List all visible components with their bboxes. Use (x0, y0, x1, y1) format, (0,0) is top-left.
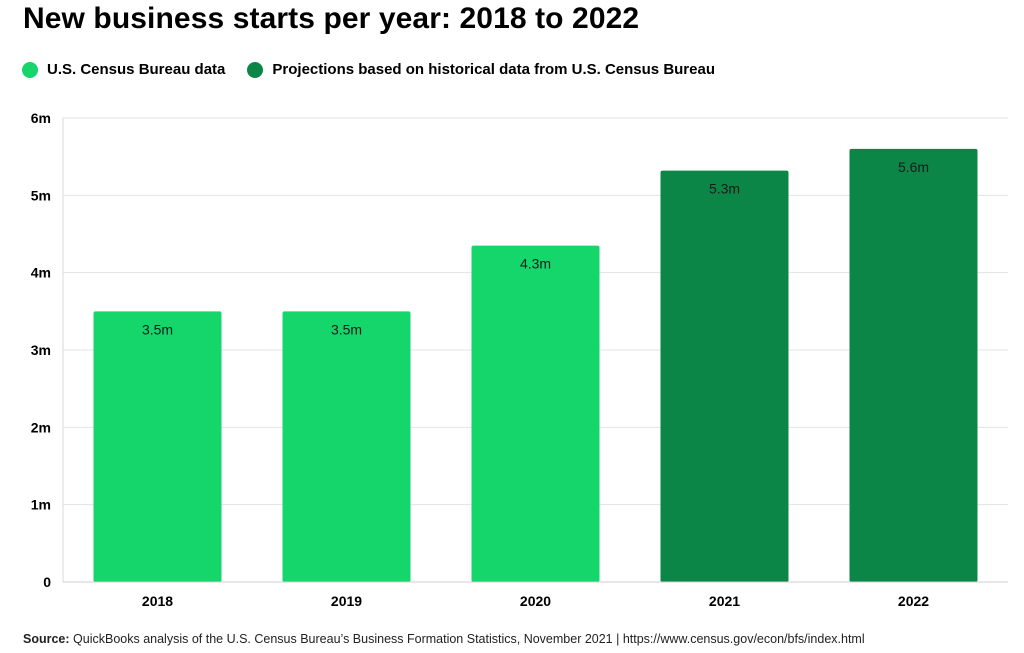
x-tick-label: 2018 (142, 593, 173, 609)
y-tick-label: 1m (31, 497, 51, 513)
data-label: 3.5m (331, 321, 362, 337)
data-label: 4.3m (520, 256, 551, 272)
bar (282, 311, 411, 582)
source-label: Source: (23, 632, 70, 646)
x-tick-label: 2020 (520, 593, 551, 609)
legend-item-projections: Projections based on historical data fro… (247, 61, 715, 78)
x-tick-label: 2019 (331, 593, 362, 609)
y-tick-label: 5m (31, 187, 51, 203)
bar (93, 311, 222, 582)
legend-label-projections: Projections based on historical data fro… (272, 61, 715, 78)
y-tick-label: 4m (31, 265, 51, 281)
chart-title: New business starts per year: 2018 to 20… (23, 2, 640, 35)
bar (849, 148, 978, 582)
data-label: 3.5m (142, 321, 173, 337)
y-tick-label: 6m (31, 110, 51, 126)
source-note: Source: QuickBooks analysis of the U.S. … (23, 632, 865, 646)
legend-item-census: U.S. Census Bureau data (22, 61, 225, 78)
x-tick-label: 2021 (709, 593, 740, 609)
legend-swatch-census (22, 61, 38, 78)
y-tick-label: 0 (43, 574, 51, 590)
bar (471, 245, 600, 582)
data-label: 5.6m (898, 159, 929, 175)
legend-label-census: U.S. Census Bureau data (47, 61, 226, 78)
x-tick-label: 2022 (898, 593, 929, 609)
data-label: 5.3m (709, 181, 740, 197)
bar-chart: 0 1m 2m 3m 4m 5m 6m 3.5m 2018 3.5m 2019 4.3m 2020 5.3… (31, 110, 1008, 609)
legend-swatch-projections (247, 61, 264, 78)
bar (660, 170, 789, 582)
legend: U.S. Census Bureau data Projections base… (22, 61, 737, 78)
source-text: QuickBooks analysis of the U.S. Census B… (73, 632, 865, 646)
y-tick-label: 2m (31, 419, 51, 435)
y-tick-label: 3m (31, 342, 51, 358)
